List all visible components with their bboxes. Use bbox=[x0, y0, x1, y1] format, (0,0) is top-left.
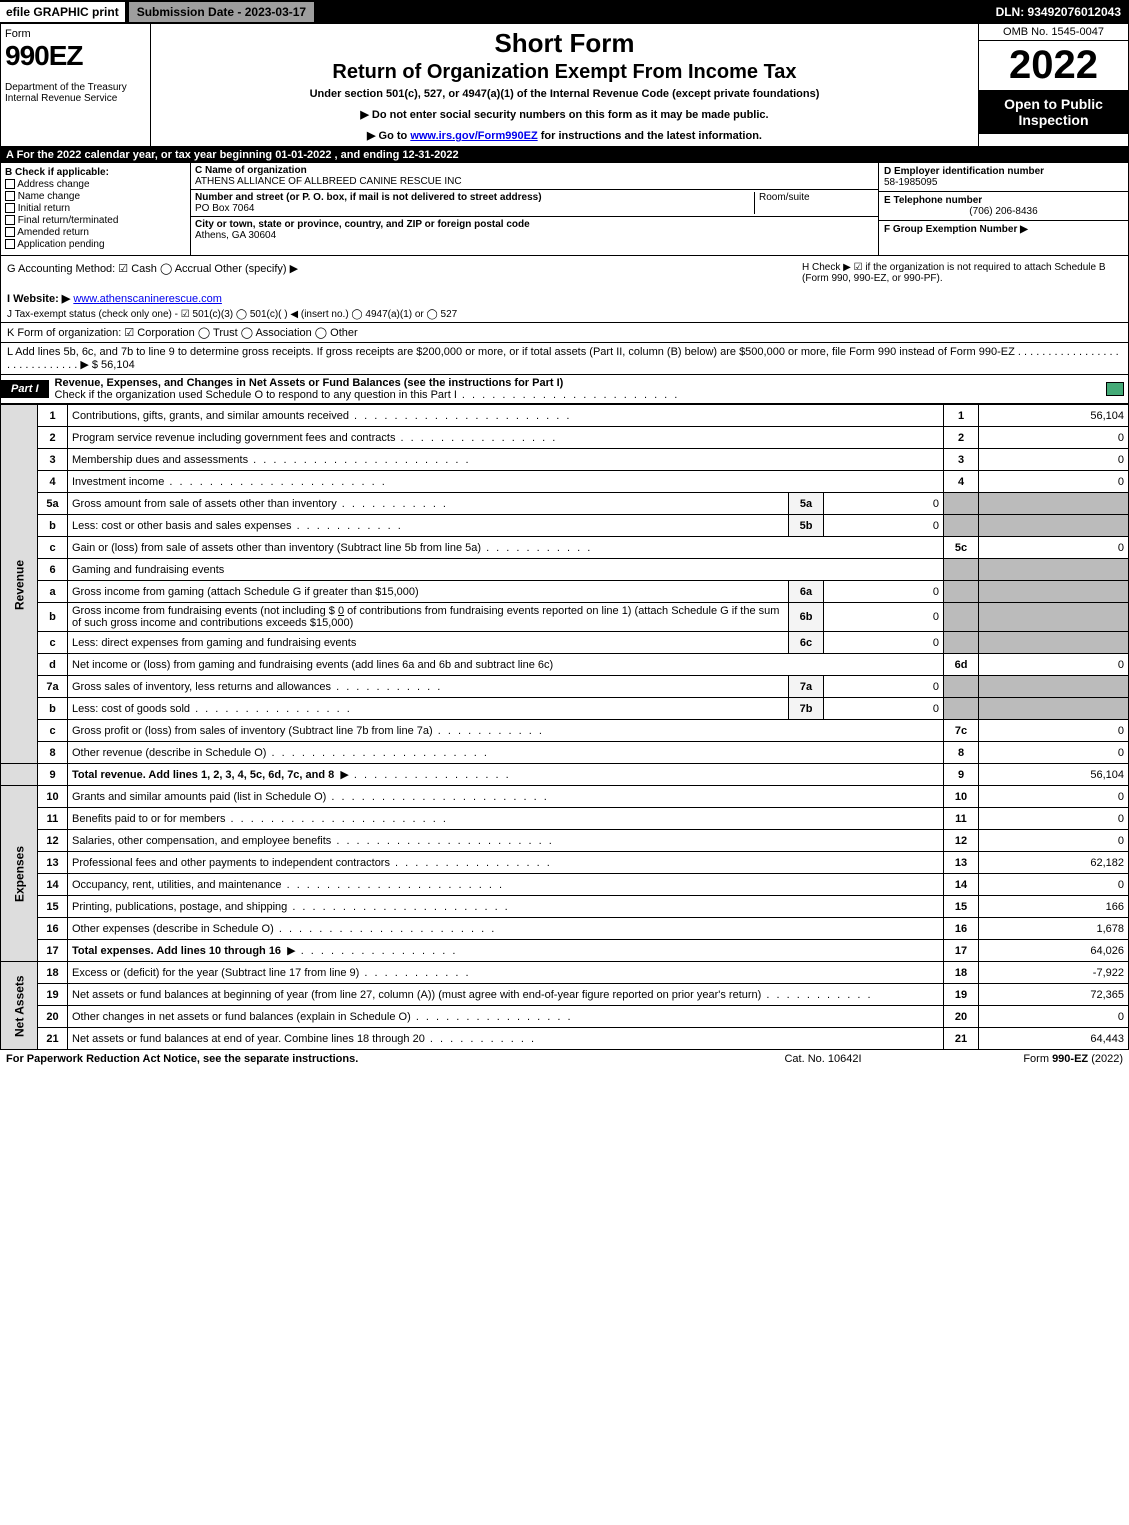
row-l: L Add lines 5b, 6c, and 7b to line 9 to … bbox=[0, 343, 1129, 375]
c-name-label: C Name of organization bbox=[195, 165, 874, 176]
section-b-label: B Check if applicable: bbox=[5, 167, 186, 178]
dept-text: Department of the Treasury Internal Reve… bbox=[5, 82, 146, 104]
note-goto: ▶ Go to www.irs.gov/Form990EZ for instru… bbox=[157, 129, 972, 142]
short-form-title: Short Form bbox=[157, 28, 972, 59]
note-ssn: ▶ Do not enter social security numbers o… bbox=[157, 108, 972, 121]
lines-table: Revenue 1 Contributions, gifts, grants, … bbox=[0, 404, 1129, 1050]
row-k: K Form of organization: ☑ Corporation ◯ … bbox=[0, 323, 1129, 343]
part1-tag: Part I bbox=[1, 380, 49, 398]
row-gh: G Accounting Method: ☑ Cash ◯ Accrual Ot… bbox=[0, 256, 1129, 290]
part1-title: Revenue, Expenses, and Changes in Net As… bbox=[49, 375, 1106, 403]
under-section: Under section 501(c), 527, or 4947(a)(1)… bbox=[157, 88, 972, 100]
footer-left: For Paperwork Reduction Act Notice, see … bbox=[6, 1053, 723, 1065]
part1-header: Part I Revenue, Expenses, and Changes in… bbox=[0, 375, 1129, 404]
efile-print-button[interactable]: efile GRAPHIC print bbox=[0, 2, 125, 22]
header-left: Form 990EZ Department of the Treasury In… bbox=[1, 24, 151, 146]
omb-number: OMB No. 1545-0047 bbox=[979, 24, 1128, 41]
sidebar-netassets: Net Assets bbox=[1, 962, 38, 1050]
total-revenue: 56,104 bbox=[979, 764, 1129, 786]
e-label: E Telephone number bbox=[884, 195, 1123, 206]
form-word: Form bbox=[5, 28, 146, 40]
footer-right: Form 990-EZ (2022) bbox=[923, 1053, 1123, 1065]
chk-initial-return[interactable]: Initial return bbox=[5, 203, 186, 214]
net-assets-eoy: 64,443 bbox=[979, 1028, 1129, 1050]
footer: For Paperwork Reduction Act Notice, see … bbox=[0, 1050, 1129, 1068]
header-middle: Short Form Return of Organization Exempt… bbox=[151, 24, 978, 146]
line-1-desc: Contributions, gifts, grants, and simila… bbox=[68, 405, 944, 427]
dln: DLN: 93492076012043 bbox=[996, 5, 1129, 19]
line-1-value: 56,104 bbox=[979, 405, 1129, 427]
part1-sub: Check if the organization used Schedule … bbox=[55, 389, 680, 401]
part1-schedule-o-check[interactable] bbox=[1106, 382, 1124, 396]
total-expenses: 64,026 bbox=[979, 940, 1129, 962]
c-city-label: City or town, state or province, country… bbox=[195, 219, 874, 230]
d-label: D Employer identification number bbox=[884, 166, 1123, 177]
form-number: 990EZ bbox=[5, 40, 146, 72]
note-goto-post: for instructions and the latest informat… bbox=[538, 130, 762, 142]
chk-amended-return[interactable]: Amended return bbox=[5, 227, 186, 238]
top-bar: efile GRAPHIC print Submission Date - 20… bbox=[0, 0, 1129, 24]
footer-center: Cat. No. 10642I bbox=[723, 1053, 923, 1065]
website-link[interactable]: www.athenscaninerescue.com bbox=[73, 293, 222, 305]
section-c: C Name of organization ATHENS ALLIANCE O… bbox=[191, 163, 878, 255]
website-label: I Website: ▶ bbox=[7, 293, 70, 305]
row-j: J Tax-exempt status (check only one) - ☑… bbox=[0, 307, 1129, 323]
org-city: Athens, GA 30604 bbox=[195, 230, 874, 241]
schedule-b-check: H Check ▶ ☑ if the organization is not r… bbox=[802, 262, 1122, 284]
sidebar-revenue: Revenue bbox=[1, 405, 38, 764]
chk-address-change[interactable]: Address change bbox=[5, 179, 186, 190]
efile-prefix: efile bbox=[6, 5, 33, 19]
ein-value: 58-1985095 bbox=[884, 177, 1123, 188]
chk-application-pending[interactable]: Application pending bbox=[5, 239, 186, 250]
return-title: Return of Organization Exempt From Incom… bbox=[157, 61, 972, 84]
org-address: PO Box 7064 bbox=[195, 203, 754, 214]
efile-bold: GRAPHIC bbox=[33, 5, 92, 19]
c-addr-label: Number and street (or P. O. box, if mail… bbox=[195, 192, 542, 203]
sidebar-expenses: Expenses bbox=[1, 786, 38, 962]
note-goto-pre: ▶ Go to bbox=[367, 130, 410, 142]
header-right: OMB No. 1545-0047 2022 Open to Public In… bbox=[978, 24, 1128, 146]
tax-year: 2022 bbox=[979, 41, 1128, 90]
open-to-public: Open to Public Inspection bbox=[979, 90, 1128, 134]
org-name: ATHENS ALLIANCE OF ALLBREED CANINE RESCU… bbox=[195, 176, 874, 187]
phone-value: (706) 206-8436 bbox=[884, 206, 1123, 217]
form-header: Form 990EZ Department of the Treasury In… bbox=[0, 24, 1129, 147]
section-b: B Check if applicable: Address change Na… bbox=[1, 163, 191, 255]
info-block: B Check if applicable: Address change Na… bbox=[0, 163, 1129, 256]
f-label: F Group Exemption Number ▶ bbox=[884, 224, 1123, 235]
efile-suffix: print bbox=[92, 5, 119, 19]
accounting-method: G Accounting Method: ☑ Cash ◯ Accrual Ot… bbox=[7, 262, 802, 284]
line-a: A For the 2022 calendar year, or tax yea… bbox=[0, 147, 1129, 163]
section-def: D Employer identification number 58-1985… bbox=[878, 163, 1128, 255]
chk-final-return[interactable]: Final return/terminated bbox=[5, 215, 186, 226]
submission-date: Submission Date - 2023-03-17 bbox=[129, 2, 314, 22]
chk-name-change[interactable]: Name change bbox=[5, 191, 186, 202]
row-i: I Website: ▶ www.athenscaninerescue.com bbox=[0, 290, 1129, 307]
room-suite-label: Room/suite bbox=[759, 192, 810, 203]
line-6b-desc: Gross income from fundraising events (no… bbox=[68, 603, 789, 632]
irs-link[interactable]: www.irs.gov/Form990EZ bbox=[410, 130, 537, 142]
